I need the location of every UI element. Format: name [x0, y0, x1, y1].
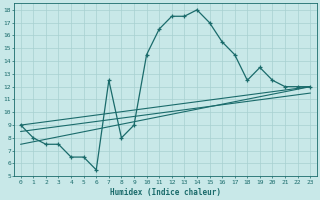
- X-axis label: Humidex (Indice chaleur): Humidex (Indice chaleur): [110, 188, 221, 197]
